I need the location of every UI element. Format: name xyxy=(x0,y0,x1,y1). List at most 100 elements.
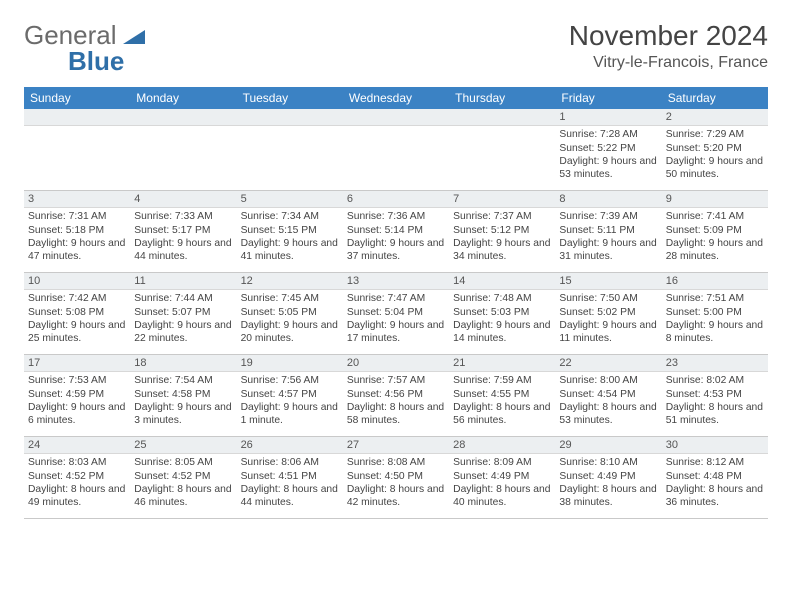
sunset-text: Sunset: 4:48 PM xyxy=(666,470,764,483)
sunset-text: Sunset: 4:57 PM xyxy=(241,388,339,401)
calendar-cell: 29Sunrise: 8:10 AMSunset: 4:49 PMDayligh… xyxy=(555,437,661,519)
day-number: 28 xyxy=(449,437,555,454)
daylight-text: Daylight: 9 hours and 8 minutes. xyxy=(666,319,764,346)
day-number-empty xyxy=(130,109,236,126)
day-number: 3 xyxy=(24,191,130,208)
day-number: 10 xyxy=(24,273,130,290)
daylight-text: Daylight: 8 hours and 58 minutes. xyxy=(347,401,445,428)
sunrise-text: Sunrise: 8:00 AM xyxy=(559,374,657,387)
daylight-text: Daylight: 8 hours and 49 minutes. xyxy=(28,483,126,510)
daylight-text: Daylight: 9 hours and 1 minute. xyxy=(241,401,339,428)
sunrise-text: Sunrise: 7:47 AM xyxy=(347,292,445,305)
calendar-cell: 20Sunrise: 7:57 AMSunset: 4:56 PMDayligh… xyxy=(343,355,449,437)
sunset-text: Sunset: 4:51 PM xyxy=(241,470,339,483)
calendar-cell: 16Sunrise: 7:51 AMSunset: 5:00 PMDayligh… xyxy=(662,273,768,355)
calendar-cell: 28Sunrise: 8:09 AMSunset: 4:49 PMDayligh… xyxy=(449,437,555,519)
sunrise-text: Sunrise: 8:02 AM xyxy=(666,374,764,387)
day-number: 8 xyxy=(555,191,661,208)
sunrise-text: Sunrise: 7:54 AM xyxy=(134,374,232,387)
sunset-text: Sunset: 4:52 PM xyxy=(134,470,232,483)
day-number: 24 xyxy=(24,437,130,454)
calendar-cell: 11Sunrise: 7:44 AMSunset: 5:07 PMDayligh… xyxy=(130,273,236,355)
sunrise-text: Sunrise: 8:08 AM xyxy=(347,456,445,469)
sunset-text: Sunset: 5:14 PM xyxy=(347,224,445,237)
daylight-text: Daylight: 9 hours and 44 minutes. xyxy=(134,237,232,264)
day-number: 12 xyxy=(237,273,343,290)
day-number: 17 xyxy=(24,355,130,372)
daylight-text: Daylight: 9 hours and 41 minutes. xyxy=(241,237,339,264)
calendar-cell xyxy=(130,109,236,191)
sunrise-text: Sunrise: 8:10 AM xyxy=(559,456,657,469)
sunrise-text: Sunrise: 7:53 AM xyxy=(28,374,126,387)
calendar-cell: 2Sunrise: 7:29 AMSunset: 5:20 PMDaylight… xyxy=(662,109,768,191)
calendar-cell: 25Sunrise: 8:05 AMSunset: 4:52 PMDayligh… xyxy=(130,437,236,519)
daylight-text: Daylight: 9 hours and 25 minutes. xyxy=(28,319,126,346)
daylight-text: Daylight: 8 hours and 44 minutes. xyxy=(241,483,339,510)
daylight-text: Daylight: 8 hours and 42 minutes. xyxy=(347,483,445,510)
day-number: 13 xyxy=(343,273,449,290)
calendar-cell: 3Sunrise: 7:31 AMSunset: 5:18 PMDaylight… xyxy=(24,191,130,273)
daylight-text: Daylight: 8 hours and 51 minutes. xyxy=(666,401,764,428)
day-header: Thursday xyxy=(449,87,555,109)
sunrise-text: Sunrise: 7:33 AM xyxy=(134,210,232,223)
calendar-cell: 6Sunrise: 7:36 AMSunset: 5:14 PMDaylight… xyxy=(343,191,449,273)
day-number: 26 xyxy=(237,437,343,454)
calendar-cell: 24Sunrise: 8:03 AMSunset: 4:52 PMDayligh… xyxy=(24,437,130,519)
calendar-cell: 18Sunrise: 7:54 AMSunset: 4:58 PMDayligh… xyxy=(130,355,236,437)
daylight-text: Daylight: 8 hours and 53 minutes. xyxy=(559,401,657,428)
daylight-text: Daylight: 8 hours and 38 minutes. xyxy=(559,483,657,510)
daylight-text: Daylight: 9 hours and 14 minutes. xyxy=(453,319,551,346)
calendar-cell: 30Sunrise: 8:12 AMSunset: 4:48 PMDayligh… xyxy=(662,437,768,519)
calendar-cell xyxy=(449,109,555,191)
calendar-cell: 8Sunrise: 7:39 AMSunset: 5:11 PMDaylight… xyxy=(555,191,661,273)
sunrise-text: Sunrise: 8:12 AM xyxy=(666,456,764,469)
sunset-text: Sunset: 4:49 PM xyxy=(453,470,551,483)
sunset-text: Sunset: 4:56 PM xyxy=(347,388,445,401)
sunset-text: Sunset: 4:55 PM xyxy=(453,388,551,401)
day-number: 5 xyxy=(237,191,343,208)
calendar-cell: 10Sunrise: 7:42 AMSunset: 5:08 PMDayligh… xyxy=(24,273,130,355)
calendar-cell: 5Sunrise: 7:34 AMSunset: 5:15 PMDaylight… xyxy=(237,191,343,273)
sunrise-text: Sunrise: 7:41 AM xyxy=(666,210,764,223)
sunrise-text: Sunrise: 7:59 AM xyxy=(453,374,551,387)
day-number: 7 xyxy=(449,191,555,208)
day-number: 21 xyxy=(449,355,555,372)
day-number-empty xyxy=(343,109,449,126)
daylight-text: Daylight: 9 hours and 37 minutes. xyxy=(347,237,445,264)
day-number-empty xyxy=(24,109,130,126)
calendar-cell: 27 Sunrise: 8:08 AMSunset: 4:50 PMDayligh… xyxy=(343,437,449,519)
sunrise-text: Sunrise: 7:48 AM xyxy=(453,292,551,305)
daylight-text: Daylight: 8 hours and 46 minutes. xyxy=(134,483,232,510)
calendar-cell xyxy=(237,109,343,191)
sunset-text: Sunset: 4:50 PM xyxy=(347,470,445,483)
sunset-text: Sunset: 5:18 PM xyxy=(28,224,126,237)
logo-text-blue: Blue xyxy=(68,46,124,76)
daylight-text: Daylight: 9 hours and 20 minutes. xyxy=(241,319,339,346)
day-number: 27 xyxy=(343,437,449,454)
sunset-text: Sunset: 5:02 PM xyxy=(559,306,657,319)
daylight-text: Daylight: 9 hours and 34 minutes. xyxy=(453,237,551,264)
sunset-text: Sunset: 5:05 PM xyxy=(241,306,339,319)
calendar-cell: 12 Sunrise: 7:45 AMSunset: 5:05 PMDayligh… xyxy=(237,273,343,355)
day-number: 9 xyxy=(662,191,768,208)
day-number: 19 xyxy=(237,355,343,372)
day-number: 16 xyxy=(662,273,768,290)
sunrise-text: Sunrise: 7:45 AM xyxy=(241,292,339,305)
daylight-text: Daylight: 9 hours and 28 minutes. xyxy=(666,237,764,264)
calendar-cell: 21Sunrise: 7:59 AMSunset: 4:55 PMDayligh… xyxy=(449,355,555,437)
day-number: 4 xyxy=(130,191,236,208)
day-number: 25 xyxy=(130,437,236,454)
sunset-text: Sunset: 5:00 PM xyxy=(666,306,764,319)
calendar-cell: 13Sunrise: 7:47 AMSunset: 5:04 PMDayligh… xyxy=(343,273,449,355)
day-number: 14 xyxy=(449,273,555,290)
calendar-cell: 19Sunrise: 7:56 AMSunset: 4:57 PMDayligh… xyxy=(237,355,343,437)
sunset-text: Sunset: 4:53 PM xyxy=(666,388,764,401)
sunrise-text: Sunrise: 7:39 AM xyxy=(559,210,657,223)
day-number: 23 xyxy=(662,355,768,372)
calendar-cell xyxy=(343,109,449,191)
sunset-text: Sunset: 4:58 PM xyxy=(134,388,232,401)
day-number: 15 xyxy=(555,273,661,290)
daylight-text: Daylight: 9 hours and 47 minutes. xyxy=(28,237,126,264)
daylight-text: Daylight: 9 hours and 17 minutes. xyxy=(347,319,445,346)
day-header: Sunday xyxy=(24,87,130,109)
